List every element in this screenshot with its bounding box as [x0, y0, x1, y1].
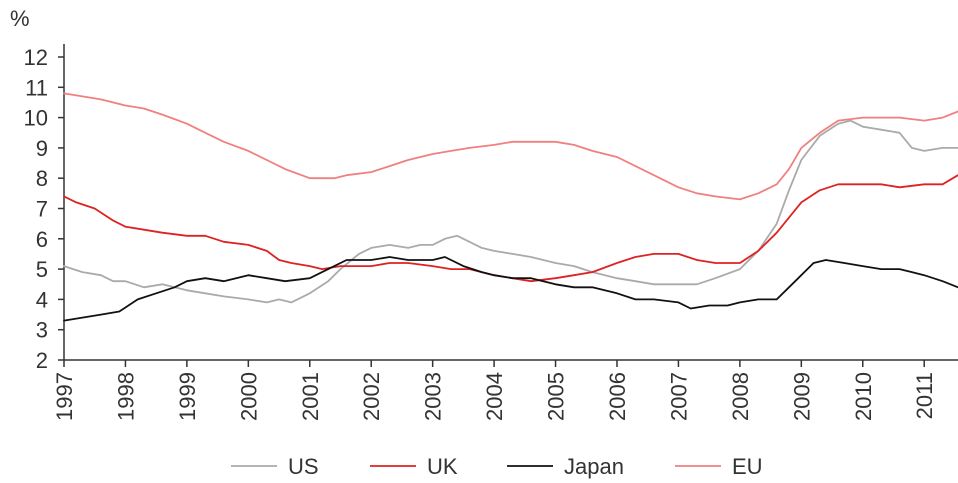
- x-tick-label-2006: 2006: [605, 372, 630, 421]
- y-axis-unit-label: %: [10, 6, 30, 31]
- x-tick-label-1998: 1998: [113, 372, 138, 421]
- x-tick-label-2010: 2010: [851, 372, 876, 421]
- x-tick-label-1997: 1997: [52, 372, 77, 421]
- series-line-us: [63, 119, 958, 304]
- series-line-uk: [63, 174, 958, 283]
- y-tick-label-2: 2: [36, 348, 48, 373]
- x-tick-label-2003: 2003: [421, 372, 446, 421]
- x-tick-label-2000: 2000: [236, 372, 261, 421]
- legend: US UK Japan EU: [231, 454, 763, 479]
- x-tick-label-2004: 2004: [482, 372, 507, 421]
- x-tick-label-2011: 2011: [912, 372, 937, 419]
- series-line-eu: [63, 92, 958, 201]
- x-tick-label-1999: 1999: [175, 372, 200, 421]
- x-tick-label-2007: 2007: [666, 372, 691, 421]
- y-tick-label-6: 6: [36, 227, 48, 252]
- legend-label-uk: UK: [427, 454, 458, 479]
- x-tick-label-2008: 2008: [728, 372, 753, 421]
- legend-label-us: US: [288, 454, 319, 479]
- x-tick-label-2009: 2009: [789, 372, 814, 421]
- x-axis: 1997 1998 1999 2000 2001 2002 2003 2004 2005 2006…: [52, 359, 958, 421]
- x-tick-label-2005: 2005: [544, 372, 569, 421]
- x-tick-label-2001: 2001: [298, 372, 323, 421]
- y-axis: % 2 3 4 5 6 7 8 9 10 11 12: [10, 6, 65, 373]
- y-tick-label-12: 12: [24, 45, 48, 70]
- y-tick-label-5: 5: [36, 257, 48, 282]
- y-tick-label-10: 10: [24, 106, 48, 131]
- y-tick-label-7: 7: [36, 197, 48, 222]
- y-tick-label-11: 11: [25, 75, 48, 100]
- x-tick-label-2002: 2002: [359, 372, 384, 421]
- series-layer: [63, 92, 958, 322]
- series-line-japan: [63, 256, 958, 322]
- legend-label-japan: Japan: [564, 454, 624, 479]
- y-tick-label-3: 3: [36, 318, 48, 343]
- legend-label-eu: EU: [732, 454, 763, 479]
- y-tick-label-4: 4: [36, 287, 48, 312]
- y-tick-label-8: 8: [36, 166, 48, 191]
- y-tick-label-9: 9: [36, 136, 48, 161]
